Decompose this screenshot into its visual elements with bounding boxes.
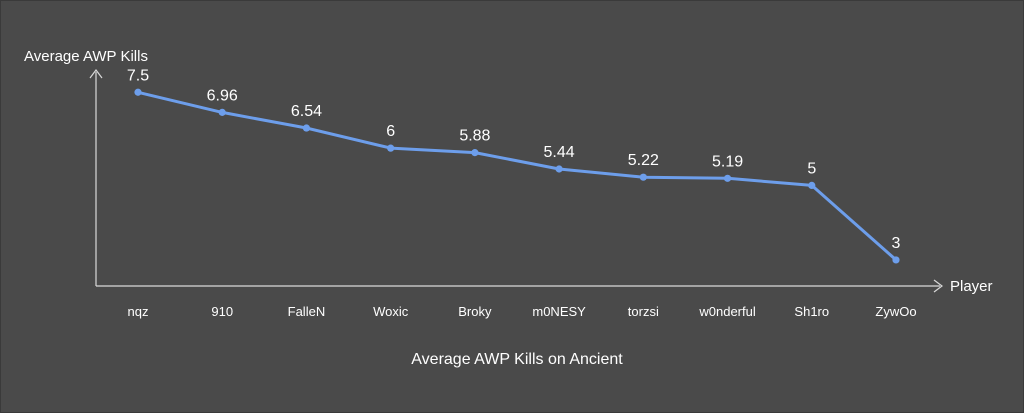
x-axis-title: Player: [950, 278, 993, 295]
data-point: [892, 256, 900, 264]
chart-title: Average AWP Kills on Ancient: [411, 351, 623, 368]
x-tick-label: Sh1ro: [794, 304, 829, 319]
x-tick-label: Woxic: [373, 304, 409, 319]
data-points: [134, 88, 900, 264]
data-label: 5: [807, 160, 816, 177]
data-point: [723, 174, 732, 182]
data-label: 5.88: [459, 128, 490, 145]
x-tick-labels: nqz 910 FalleN Woxic Broky m0NESY torzsi w0nder…: [128, 304, 917, 319]
x-axis-arrow-icon: [933, 279, 943, 293]
x-tick-label: Broky: [458, 304, 492, 319]
data-label: 5.19: [712, 153, 743, 170]
x-tick-label: FalleN: [288, 304, 326, 319]
x-tick-label: torzsi: [628, 304, 659, 319]
data-point: [808, 181, 816, 190]
data-label: 6.54: [291, 103, 322, 120]
data-label: 6.96: [207, 87, 238, 104]
x-tick-label: 910: [211, 304, 233, 319]
data-point: [387, 144, 395, 152]
data-point: [639, 173, 647, 181]
data-labels: 7.5 6.96 6.54 6 5.88 5.44 5.22 5.19 5 3: [127, 67, 901, 252]
y-axis-title: Average AWP Kills: [24, 48, 148, 65]
data-point: [302, 124, 311, 132]
data-label: 5.22: [628, 152, 659, 169]
x-tick-label: w0nderful: [698, 304, 755, 319]
x-tick-label: nqz: [128, 304, 149, 319]
data-point: [134, 88, 142, 96]
data-label: 7.5: [127, 67, 149, 84]
data-point: [555, 165, 563, 173]
x-tick-label: ZywOo: [875, 304, 916, 319]
data-label: 5.44: [544, 144, 575, 161]
series-line: [136, 90, 898, 262]
axes: [89, 69, 943, 293]
data-label: 6: [386, 123, 395, 140]
data-point: [218, 108, 226, 116]
x-tick-label: m0NESY: [532, 304, 586, 319]
data-label: 3: [892, 235, 901, 252]
data-point: [471, 149, 479, 157]
y-axis-arrow-icon: [89, 69, 103, 79]
